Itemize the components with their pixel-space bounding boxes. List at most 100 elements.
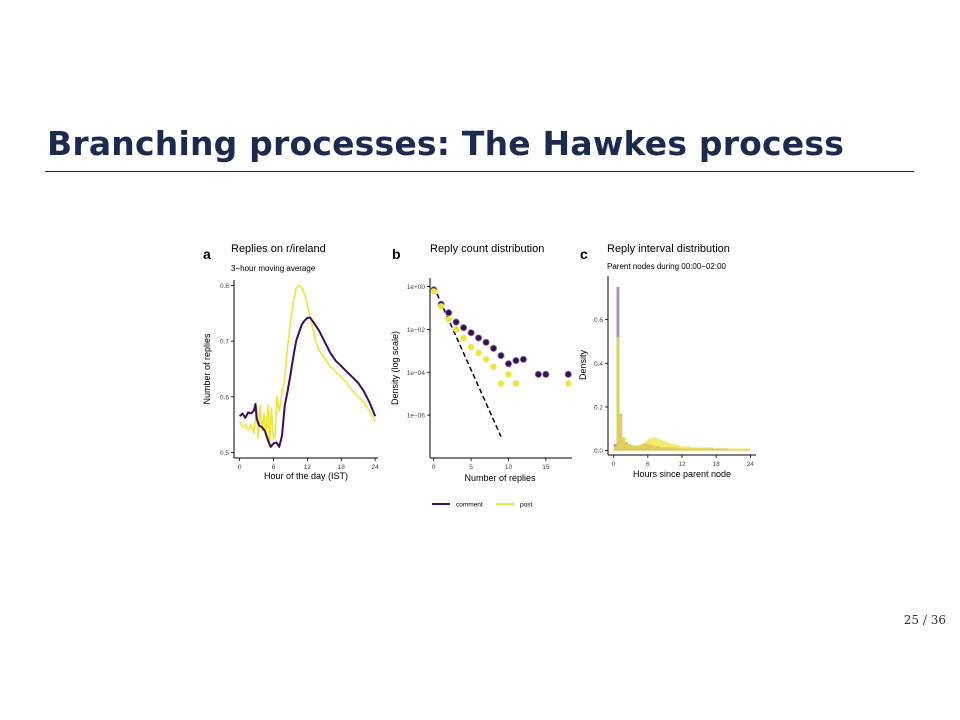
histogram-bar-post [625, 441, 628, 451]
y-tick-label-b: 1e−04 [407, 370, 426, 377]
y-axis-label-a: Number of replies [202, 333, 212, 405]
histogram-bar-post [736, 448, 739, 451]
histogram-bar-post [664, 441, 668, 451]
x-tick-label-c: 6 [646, 461, 650, 468]
x-axis-label-c: Hours since parent node [633, 469, 731, 479]
x-tick-label-b: 5 [469, 464, 473, 471]
data-point-comment [504, 360, 513, 368]
histogram-bar-post [616, 337, 620, 451]
x-tick-label-a: 0 [238, 464, 242, 471]
histogram-bar-post [730, 448, 734, 451]
histogram-bar-post [747, 448, 751, 451]
histogram-bar-post [676, 445, 680, 451]
y-tick-label-c: 0.4 [594, 361, 603, 368]
histogram-bar-post [738, 448, 742, 451]
data-point-comment [474, 334, 483, 342]
x-tick-label-c: 0 [612, 461, 616, 468]
histogram-bar-post [713, 448, 717, 451]
data-point-comment [534, 370, 542, 378]
histogram-bar-post [733, 448, 737, 451]
data-point-comment [489, 344, 498, 352]
y-tick-label-c: 0.0 [594, 448, 603, 455]
histogram-bar-post [662, 440, 665, 451]
panel-tag-c: c [580, 246, 588, 262]
histogram-bar-post [682, 446, 685, 451]
data-point-post [467, 343, 475, 351]
data-point-comment [542, 370, 550, 378]
histogram-bar-post [687, 446, 691, 451]
histogram-bar-post [704, 447, 708, 451]
histogram-bar-post [696, 447, 700, 451]
data-point-comment [497, 351, 505, 360]
histogram-bar-post [653, 437, 657, 451]
data-point-post [460, 334, 467, 342]
histogram-bar-post [716, 448, 719, 451]
data-point-post [512, 380, 520, 387]
histogram-bar-post [741, 448, 745, 451]
histogram-bar-post [707, 447, 711, 451]
histogram-bar-post [656, 438, 660, 451]
legend-label-comment: comment [456, 502, 483, 509]
panel-title-c: Reply interval distribution [607, 243, 730, 255]
y-axis-label-b: Density (log scale) [390, 331, 400, 405]
data-point-comment [564, 370, 572, 378]
x-tick-label-b: 10 [505, 464, 513, 471]
y-axis-label-c: Density [578, 349, 588, 380]
page-number: 25 / 36 [903, 613, 946, 627]
data-point-post [482, 356, 490, 363]
x-axis-label-b: Number of replies [464, 473, 536, 483]
y-tick-label-a: 0.7 [220, 339, 229, 346]
title-rule [45, 171, 914, 172]
data-point-comment [482, 338, 490, 346]
data-point-comment [519, 355, 528, 363]
x-tick-label-b: 0 [432, 464, 436, 471]
y-tick-label-a: 0.5 [220, 450, 229, 457]
data-point-post [445, 315, 452, 323]
x-tick-label-a: 6 [272, 464, 276, 471]
x-axis-label-a: Hour of the day (IST) [264, 471, 348, 481]
histogram-bar-post [636, 445, 640, 451]
series-line-post [238, 284, 376, 448]
y-tick-label-a: 0.6 [220, 394, 229, 401]
histogram-bar-post [670, 444, 674, 451]
data-point-comment [460, 324, 468, 332]
y-tick-label-b: 1e−06 [407, 413, 426, 420]
panel-tag-b: b [392, 246, 401, 262]
panel-title-a: Replies on r/ireland [231, 243, 326, 255]
histogram-bar-post [647, 438, 651, 451]
histogram-bar-post [645, 440, 648, 451]
data-point-comment [452, 318, 460, 326]
data-point-post [497, 380, 505, 387]
panel-subtitle-a: 3−hour moving average [231, 264, 316, 273]
histogram-bar-post [710, 447, 714, 451]
histogram-bar-post [627, 444, 631, 451]
legend-label-post: post [520, 502, 532, 509]
panel-title-b: Reply count distribution [430, 243, 544, 255]
x-tick-label-b: 15 [542, 464, 550, 471]
histogram-bar-post [721, 448, 725, 451]
x-tick-label-c: 18 [713, 461, 721, 468]
reference-line [433, 286, 502, 437]
histogram-bar-post [622, 437, 626, 451]
x-tick-label-c: 24 [747, 461, 755, 468]
panel-subtitle-c: Parent nodes during 00:00−02:00 [607, 262, 727, 271]
data-point-post [475, 349, 482, 357]
data-point-comment [512, 357, 520, 365]
histogram-bar-post [744, 448, 748, 451]
histogram-bar-post [630, 445, 634, 451]
y-tick-label-c: 0.6 [594, 317, 603, 324]
data-point-post [438, 303, 445, 310]
histogram-bar-post [613, 446, 617, 451]
data-point-comment [467, 329, 475, 337]
x-tick-label-c: 12 [678, 461, 686, 468]
x-tick-label-a: 18 [338, 464, 346, 471]
histogram-bar-post [693, 447, 697, 451]
data-point-post [565, 380, 572, 387]
histogram-bar-post [679, 446, 682, 451]
histogram-bar-post [642, 442, 645, 451]
y-tick-label-c: 0.2 [594, 404, 603, 411]
histogram-bar-post [667, 442, 671, 451]
x-tick-label-a: 24 [372, 464, 380, 471]
histogram-bar-post [633, 445, 637, 451]
